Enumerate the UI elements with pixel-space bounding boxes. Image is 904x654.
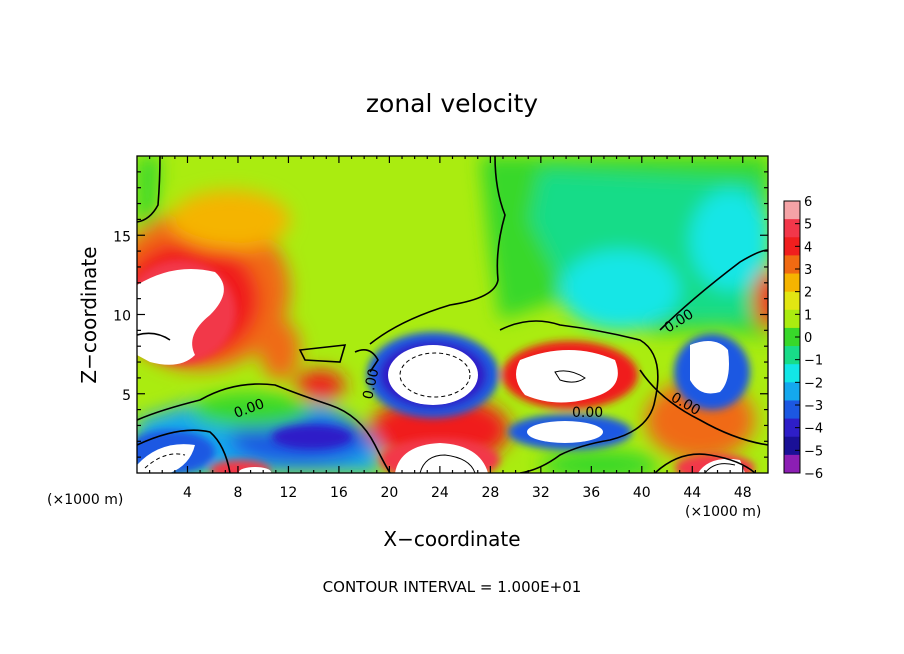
x-tick-label: 44: [683, 485, 701, 501]
colorbar-swatch: [784, 273, 800, 293]
colorbar: [783, 200, 801, 474]
colorbar-label: 6: [804, 195, 812, 210]
x-tick-label: 16: [330, 485, 348, 501]
inner-contour-right: [554, 370, 586, 383]
colorbar-swatch: [784, 219, 800, 238]
colorbar-label: 0: [804, 331, 812, 346]
chart-title: zonal velocity: [366, 89, 538, 118]
colorbar-label: 5: [804, 218, 812, 233]
contour-zero-upper: [137, 156, 161, 223]
x-tick-label: 40: [633, 485, 651, 501]
white-core-bottom-right: [698, 458, 745, 473]
contour-zero-bottom-right: [654, 453, 756, 473]
x-tick-label: 24: [431, 485, 449, 501]
ring-bottom-blue-2: [272, 425, 352, 449]
contour-zero-right: [659, 249, 768, 331]
y-axis-label: Z−coordinate: [77, 246, 101, 383]
contour-zero-bottom-left: [137, 429, 231, 473]
colorbar-swatch: [784, 309, 800, 329]
x-tick-labels: 4 8 12 16 20 24 28 32 36 40 44 48: [183, 485, 752, 501]
colorbar-label: 2: [804, 286, 812, 301]
white-core-lower: [527, 421, 603, 443]
x-tick-label: 12: [280, 485, 298, 501]
colorbar-label: −5: [804, 444, 823, 459]
colorbar-swatch: [784, 255, 800, 275]
colorbar-label: −1: [804, 354, 823, 369]
x-tick-label: 48: [734, 485, 752, 501]
dashed-contour-center: [399, 352, 471, 398]
colorbar-label: −4: [804, 422, 823, 437]
inner-contour-bottom-right: [704, 463, 736, 473]
white-core-right: [690, 341, 729, 394]
region-yellow-top: [170, 190, 290, 250]
colorbar-swatch: [784, 382, 800, 401]
x-tick-label: 4: [183, 485, 192, 501]
colorbar-swatch: [784, 237, 800, 256]
colorbar-swatch: [784, 364, 800, 383]
x-axis-unit-right: (×1000 m): [685, 504, 761, 520]
white-core-bottom-left: [137, 444, 195, 473]
contour-lines: [137, 156, 768, 473]
colorbar-swatch: [784, 418, 800, 438]
colorbar-label: −2: [804, 376, 823, 391]
region-green-center-bottom: [540, 450, 660, 473]
y-tick-labels: 5 10 15: [113, 229, 131, 404]
colorbar-swatch: [784, 346, 800, 365]
x-axis-label: X−coordinate: [383, 527, 520, 551]
contour-small-mid: [354, 349, 379, 373]
region-orange-small: [295, 370, 345, 400]
positive-inner-contours: [419, 370, 736, 473]
white-core-bottom-center: [395, 443, 488, 473]
dashed-contour-bottom-left: [144, 453, 186, 469]
region-cyan-core: [560, 250, 680, 330]
region-green-bottom: [190, 392, 310, 428]
colorbar-swatch: [784, 201, 800, 220]
colorbar-label: 4: [804, 240, 812, 255]
y-tick-label: 15: [113, 229, 131, 245]
x-tick-label: 36: [582, 485, 600, 501]
colorbar-label: −6: [804, 467, 823, 482]
x-tick-label: 20: [380, 485, 398, 501]
contour-label: 0.00: [360, 367, 382, 401]
contour-zero-middle: [369, 156, 506, 345]
white-core-center: [388, 345, 478, 405]
velocity-field: [137, 156, 768, 473]
colorbar-labels: 6 5 4 3 2 1 0 −1 −2 −3 −4 −5 −6: [804, 195, 823, 482]
contour-interval-footer: CONTOUR INTERVAL = 1.000E+01: [323, 578, 582, 596]
region-orange-mid: [260, 320, 300, 380]
contour-label: 0.00: [572, 405, 603, 421]
axis-ticks: [137, 156, 768, 473]
inner-contour-bottom: [419, 454, 476, 473]
colorbar-label: 1: [804, 308, 812, 323]
colorbar-swatch: [784, 454, 800, 474]
region-cyan-right: [690, 190, 768, 290]
contour-zero-right-lower: [639, 369, 768, 446]
white-core-right-center: [516, 350, 618, 403]
x-tick-label: 32: [532, 485, 550, 501]
x-tick-label: 28: [481, 485, 499, 501]
contour-small-left: [298, 344, 347, 363]
x-axis-unit-left: (×1000 m): [47, 492, 123, 508]
x-tick-label: 8: [233, 485, 242, 501]
negative-contours: [144, 352, 471, 469]
colorbar-swatch: [784, 327, 800, 347]
contour-zero-lower-left: [137, 383, 391, 473]
white-core-upper-left: [137, 268, 224, 365]
colorbar-swatch: [784, 291, 800, 311]
contour-zero-lower-mid: [499, 320, 659, 473]
colorbar-label: 3: [804, 263, 812, 278]
y-tick-label: 10: [113, 309, 131, 325]
colorbar-swatch: [784, 436, 800, 456]
y-tick-label: 5: [122, 388, 131, 404]
contour-zero-main: [137, 332, 171, 341]
white-core-bottom-small: [239, 467, 271, 473]
colorbar-label: −3: [804, 399, 823, 414]
colorbar-swatch: [784, 400, 800, 420]
